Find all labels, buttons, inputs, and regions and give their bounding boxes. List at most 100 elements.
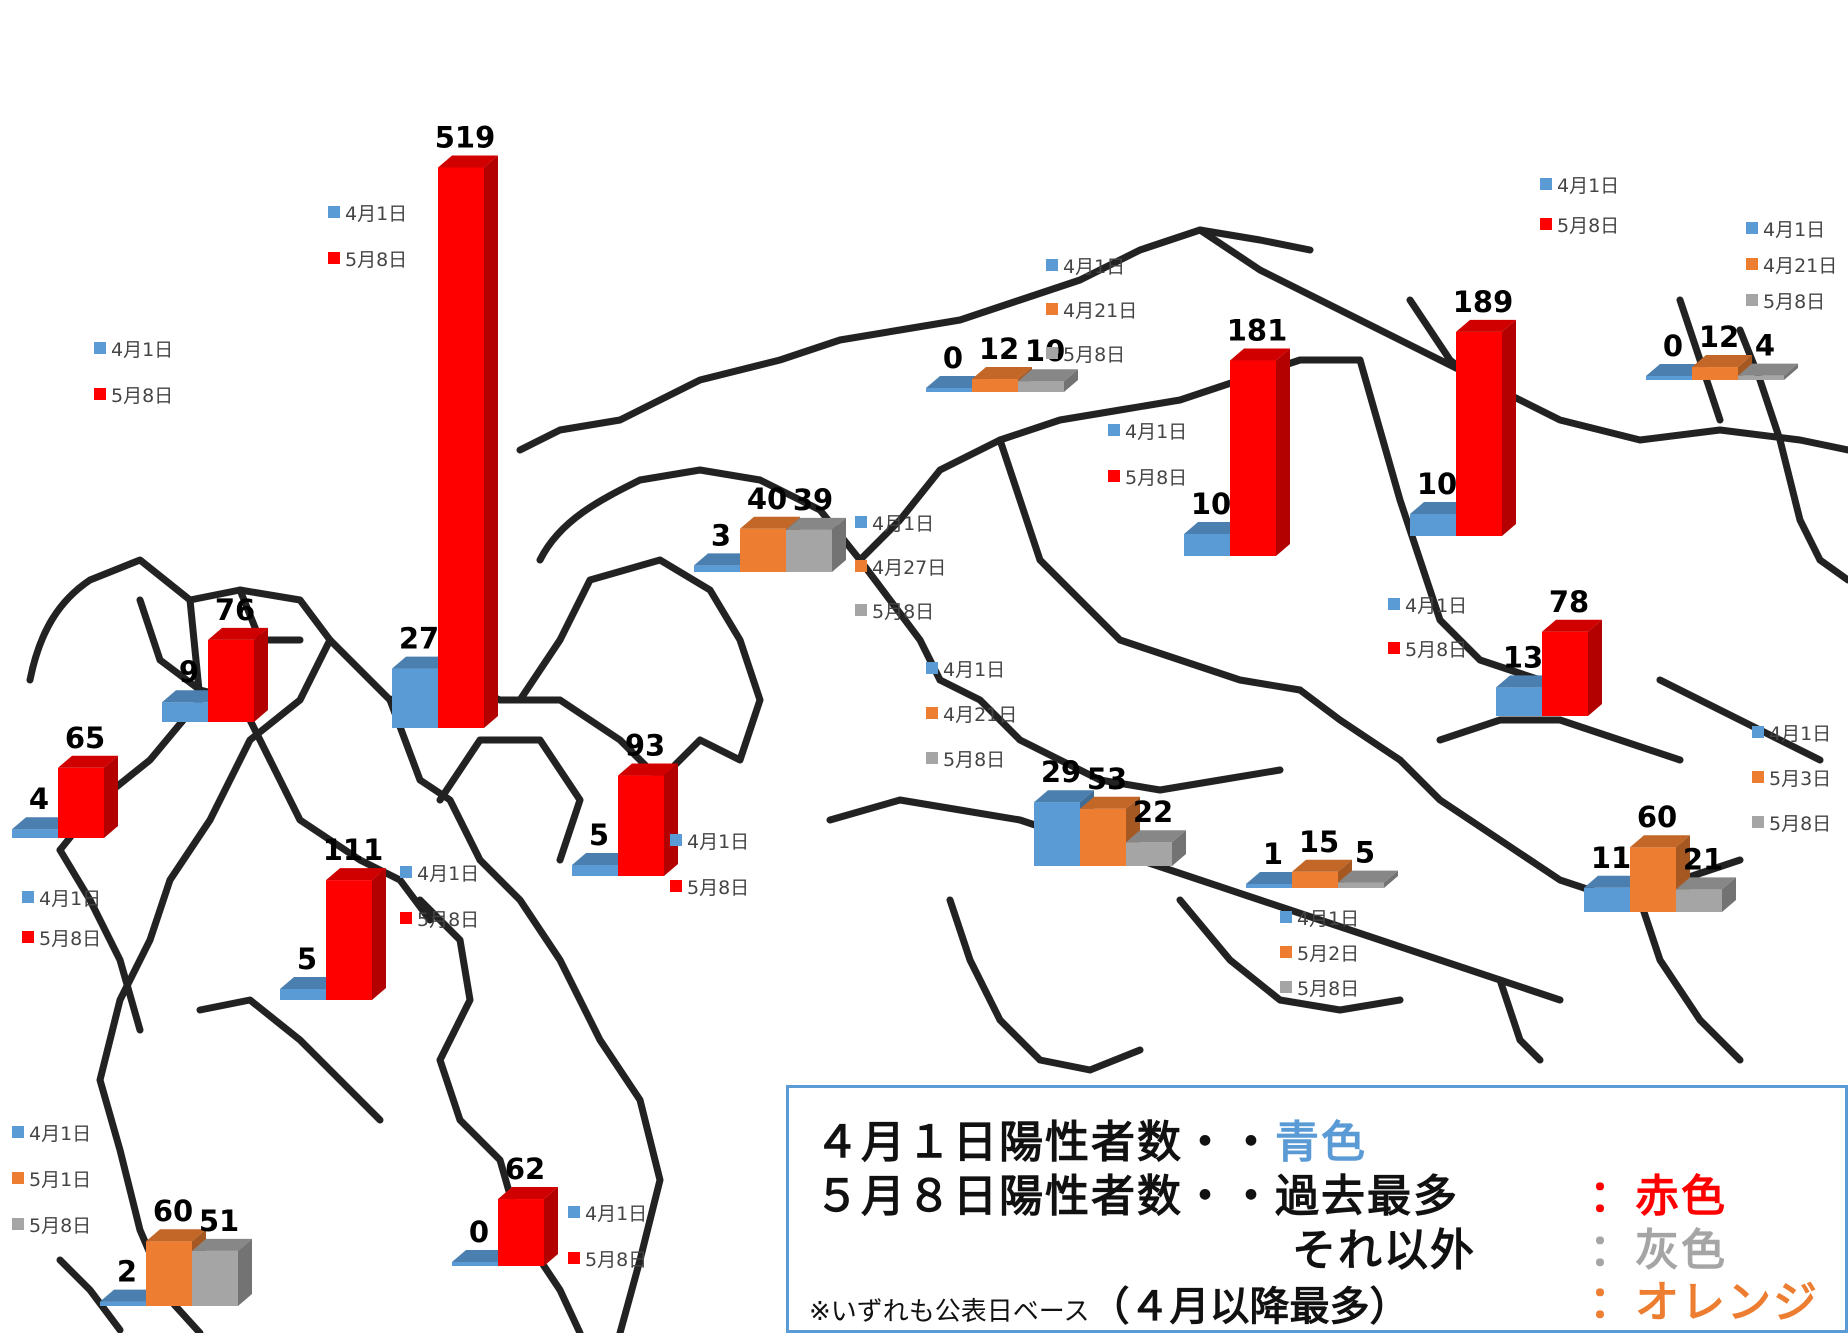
bar-face — [1080, 808, 1126, 866]
bar-top — [972, 367, 1032, 380]
bar-face — [280, 989, 326, 1000]
bar-top — [1692, 355, 1752, 368]
bar-value-label: 51 — [199, 1204, 239, 1238]
legend-8: 4月1日 4月21日 5月8日 — [1046, 256, 1137, 366]
legend-swatch — [1046, 347, 1058, 359]
legend-swatch — [1540, 178, 1552, 190]
legend-swatch — [328, 252, 340, 264]
bar-top — [572, 853, 632, 865]
bar-group-5: 0 62 4月1日 5月8日 — [452, 1152, 647, 1271]
legend-peak-color-word: ：赤色 — [1589, 1171, 1727, 1222]
bar-top — [1496, 675, 1556, 688]
bar-top — [12, 817, 72, 830]
legend-label: 5月8日 — [585, 1249, 647, 1271]
bar-top — [1246, 872, 1306, 884]
bar-value-label: 5 — [297, 942, 317, 976]
legend-1: 4月1日 5月8日 — [94, 339, 173, 407]
legend-swatch — [855, 516, 867, 528]
bar-face — [1496, 687, 1542, 716]
bar-face — [1292, 871, 1338, 888]
legend-swatch — [926, 707, 938, 719]
bar-value-label: 53 — [1087, 762, 1127, 796]
bar-top — [1676, 877, 1736, 890]
legend-max-color-word: ：オレンジ — [1589, 1277, 1819, 1328]
bar-4-0-apr1: 5 — [572, 818, 632, 876]
legend-label: 5月3日 — [1769, 768, 1831, 790]
bar-top — [1080, 796, 1140, 809]
legend-label: 5月8日 — [872, 601, 934, 623]
legend-swatch — [1388, 598, 1400, 610]
bar-face — [1184, 534, 1230, 556]
bar-value-label: 15 — [1299, 825, 1339, 859]
legend-swatch — [1046, 303, 1058, 315]
bar-face — [438, 167, 484, 729]
bar-group-11: 0 12 4 4月1日 4月21日 5月8日 — [1646, 219, 1837, 380]
legend-10: 4月1日 5月8日 — [1540, 175, 1619, 237]
bar-top — [146, 1229, 206, 1242]
bar-face — [786, 529, 832, 572]
legend-label: 4月1日 — [417, 863, 479, 885]
bar-1-1-peak: 76 — [208, 593, 268, 722]
legend-label: 5月8日 — [1405, 639, 1467, 661]
bar-value-label: 40 — [747, 482, 787, 516]
bar-14-1-max: 15 — [1292, 825, 1352, 888]
legend-swatch — [12, 1172, 24, 1184]
bar-3-1-peak: 519 — [435, 120, 498, 729]
legend-label: 5月8日 — [1763, 291, 1825, 313]
bar-side — [484, 155, 498, 729]
bar-top — [100, 1289, 160, 1302]
bar-face — [926, 388, 972, 392]
bar-group-4: 5 93 4月1日 5月8日 — [572, 729, 749, 899]
bar-value-label: 76 — [215, 593, 255, 627]
legend-other-label: それ以外 — [1292, 1225, 1476, 1276]
bar-face — [1738, 375, 1784, 380]
bar-face — [1338, 882, 1384, 888]
bar-side — [1064, 369, 1078, 392]
bar-value-label: 65 — [65, 721, 105, 755]
bar-face — [1542, 631, 1588, 716]
legend-swatch — [1746, 222, 1758, 234]
bar-face — [1410, 514, 1456, 536]
bar-value-label: 2 — [117, 1255, 137, 1289]
legend-label: 4月21日 — [1763, 255, 1837, 277]
bar-top — [926, 376, 986, 388]
bar-15-2-other: 21 — [1676, 842, 1736, 912]
bar-group-0: 4 65 4月1日 5月8日 — [12, 721, 118, 950]
bar-value-label: 13 — [1503, 640, 1543, 674]
bar-face — [1034, 802, 1080, 866]
bar-value-label: 181 — [1227, 314, 1288, 348]
bar-group-7: 3 40 39 4月1日 4月27日 5月8日 — [694, 482, 946, 623]
bar-top — [1126, 830, 1186, 843]
bar-2-1-peak: 111 — [323, 833, 386, 1000]
bar-side — [1172, 830, 1186, 866]
bar-side — [104, 755, 118, 838]
bar-top — [392, 656, 452, 669]
legend-swatch — [926, 662, 938, 674]
bar-value-label: 12 — [979, 332, 1019, 366]
bar-4-1-peak: 93 — [618, 729, 678, 876]
legend-swatch — [855, 604, 867, 616]
bar-top — [326, 868, 386, 881]
legend-label: 4月27日 — [872, 557, 946, 579]
bar-top — [192, 1238, 252, 1251]
bar-side — [238, 1238, 252, 1306]
bar-value-label: 62 — [505, 1152, 545, 1186]
legend-label: 4月1日 — [1557, 175, 1619, 197]
bar-value-label: 4 — [29, 782, 49, 816]
legend-label: 5月2日 — [1297, 943, 1359, 965]
bar-value-label: 22 — [1133, 795, 1173, 829]
legend-9: 4月1日 5月8日 — [1108, 421, 1187, 489]
bar-11-0-apr1: 0 — [1646, 329, 1706, 380]
bar-group-8: 0 12 10 4月1日 4月21日 5月8日 — [926, 256, 1137, 392]
legend-7: 4月1日 4月27日 5月8日 — [855, 513, 946, 623]
bar-side — [372, 868, 386, 1000]
legend-label: 4月1日 — [1063, 256, 1125, 278]
bar-value-label: 111 — [323, 833, 384, 867]
bar-top — [1542, 619, 1602, 632]
bar-12-2-other: 22 — [1126, 795, 1186, 866]
bar-top — [498, 1187, 558, 1200]
legend-swatch — [1540, 218, 1552, 230]
bar-side — [1384, 870, 1398, 888]
